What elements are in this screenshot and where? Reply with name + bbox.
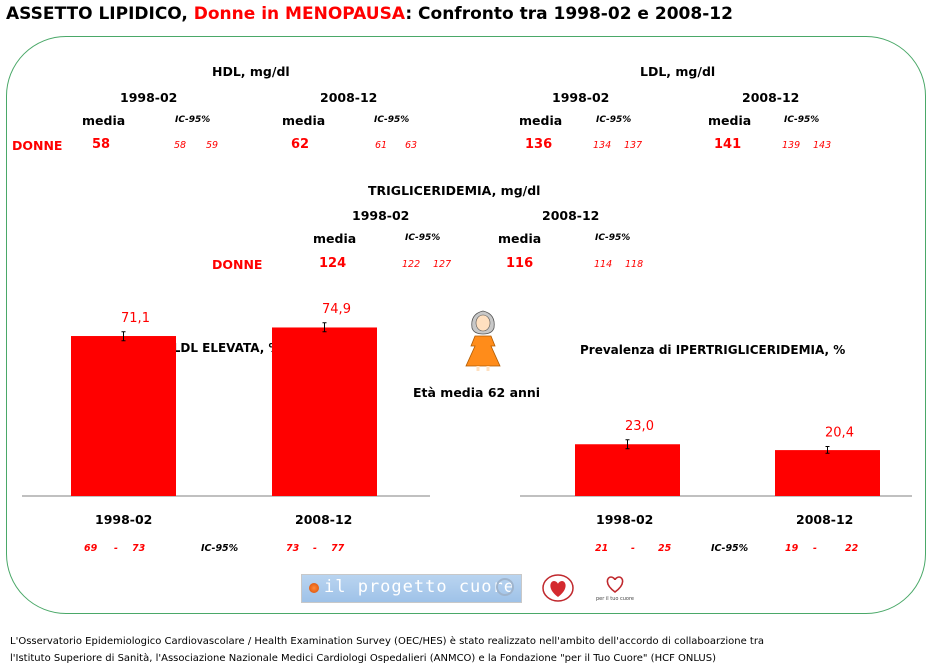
- age-text: Età media 62 anni: [413, 385, 541, 400]
- anmco-logo: [542, 574, 574, 602]
- chart2-ci-dash-1: -: [631, 543, 635, 554]
- hdl-header: HDL, mg/dl: [212, 64, 290, 79]
- chart2-ci-low-1: 21: [595, 543, 609, 554]
- hdl-media-label-2: media: [282, 113, 326, 128]
- chart2-category-2: 2008-12: [796, 512, 854, 527]
- chart1-ci-high-2: 77: [331, 543, 345, 554]
- trig-ic-high-2: 118: [625, 259, 644, 270]
- chart2-value-label-2: 20,4: [825, 426, 854, 441]
- hdl-media-label-1: media: [82, 113, 126, 128]
- fondazione-cuore-logo: per il tuo cuore: [596, 576, 634, 602]
- hdl-period-1: 1998-02: [120, 90, 178, 105]
- chart1-ci-high-1: 73: [132, 543, 146, 554]
- trig-media-label-2: media: [498, 231, 542, 246]
- hdl-ic-high-1: 59: [206, 140, 219, 151]
- footer-line-1: L'Osservatorio Epidemiologico Cardiovasc…: [10, 636, 765, 647]
- chart1-value-label-2: 74,9: [322, 302, 351, 317]
- ldl-ic-low-2: 139: [782, 140, 801, 151]
- trig-ic-label-1: IC-95%: [405, 233, 441, 243]
- title-part-2: Donne in MENOPAUSA: [193, 4, 406, 24]
- chart1-bar-2: [272, 327, 377, 496]
- trig-period-2: 2008-12: [542, 208, 600, 223]
- chart1-ci-low-2: 73: [286, 543, 300, 554]
- chart2-value-label-1: 23,0: [625, 419, 654, 434]
- fondazione-logo-text: per il tuo cuore: [596, 596, 634, 602]
- hdl-period-2: 2008-12: [320, 90, 378, 105]
- trig-period-1: 1998-02: [352, 208, 410, 223]
- chart1-ci-dash-1: -: [114, 543, 118, 554]
- chart2-ci-high-1: 25: [658, 543, 672, 554]
- ldl-media-label-1: media: [519, 113, 563, 128]
- chart1-category-2: 2008-12: [295, 512, 353, 527]
- chart2-category-1: 1998-02: [596, 512, 654, 527]
- trig-ic-low-1: 122: [402, 259, 421, 270]
- iss-emblem-icon: [496, 578, 514, 596]
- chart2-bar-1: [575, 444, 680, 496]
- progetto-cuore-logo: il progetto cuore: [301, 574, 522, 603]
- chart2-ci-high-2: 22: [845, 543, 859, 554]
- content-frame: [6, 36, 926, 614]
- ldl-media-1: 136: [525, 137, 553, 152]
- ldl-ic-high-1: 137: [624, 140, 643, 151]
- chart1-ci-label: IC-95%: [201, 543, 239, 554]
- title-part-3: : Confronto tra 1998-02 e 2008-12: [405, 4, 733, 24]
- ldl-header: LDL, mg/dl: [640, 64, 716, 79]
- ldl-ic-label-2: IC-95%: [784, 115, 820, 125]
- progetto-cuore-logo-text: il progetto cuore: [324, 577, 515, 597]
- chart2-ci-dash-2: -: [813, 543, 817, 554]
- chart1-bar-1: [71, 336, 176, 496]
- trig-donne-label: DONNE: [212, 257, 263, 272]
- ldl-ic-label-1: IC-95%: [596, 115, 632, 125]
- progetto-cuore-dot-icon: [309, 583, 319, 593]
- page-title: ASSETTO LIPIDICO, Donne in MENOPAUSA: Co…: [6, 4, 733, 24]
- footer-line-2: l'Istituto Superiore di Sanità, l'Associ…: [10, 653, 717, 664]
- hdl-ic-low-2: 61: [375, 140, 388, 151]
- hdl-media-2: 62: [291, 137, 310, 152]
- trig-ic-label-2: IC-95%: [595, 233, 631, 243]
- woman-figure-icon: [465, 310, 501, 371]
- trig-ic-high-1: 127: [433, 259, 452, 270]
- hdl-ic-label-2: IC-95%: [374, 115, 410, 125]
- hdl-media-1: 58: [92, 137, 111, 152]
- hdl-ic-high-2: 63: [405, 140, 418, 151]
- trig-ic-low-2: 114: [594, 259, 613, 270]
- trig-media-label-1: media: [313, 231, 357, 246]
- ldl-media-label-2: media: [708, 113, 752, 128]
- ldl-ic-low-1: 134: [593, 140, 612, 151]
- chart2-bar-2: [775, 450, 880, 496]
- chart1-category-1: 1998-02: [95, 512, 153, 527]
- chart1-ci-dash-2: -: [313, 543, 317, 554]
- ldl-media-2: 141: [714, 137, 742, 152]
- trig-header: TRIGLICERIDEMIA, mg/dl: [368, 183, 541, 198]
- ldl-ic-high-2: 143: [813, 140, 832, 151]
- hdl-donne-label: DONNE: [12, 138, 63, 153]
- chart1-ci-low-1: 69: [84, 543, 98, 554]
- trig-media-2: 116: [506, 256, 534, 271]
- ldl-period-1: 1998-02: [552, 90, 610, 105]
- title-part-1: ASSETTO LIPIDICO,: [6, 4, 194, 24]
- chart2-title: Prevalenza di IPERTRIGLICERIDEMIA, %: [580, 343, 846, 357]
- trig-media-1: 124: [319, 256, 347, 271]
- ldl-period-2: 2008-12: [742, 90, 800, 105]
- chart2-ci-label: IC-95%: [711, 543, 749, 554]
- chart1-value-label-1: 71,1: [121, 311, 150, 326]
- hdl-ic-label-1: IC-95%: [175, 115, 211, 125]
- chart2-ci-low-2: 19: [785, 543, 799, 554]
- hdl-ic-low-1: 58: [174, 140, 187, 151]
